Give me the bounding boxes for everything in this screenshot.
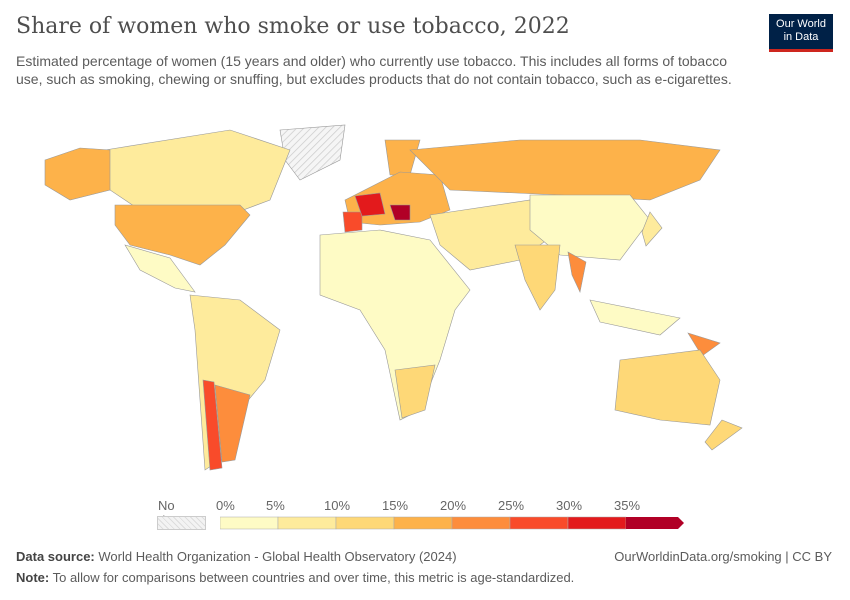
- region-france[interactable]: [354, 192, 386, 217]
- legend-bin-2[interactable]: [335, 516, 395, 530]
- region-india[interactable]: [514, 244, 561, 311]
- legend-tick: 0%: [216, 498, 235, 513]
- region-africa[interactable]: [319, 229, 471, 421]
- region-southern-africa[interactable]: [394, 364, 436, 419]
- region-central-america[interactable]: [124, 244, 196, 293]
- legend-bin-0[interactable]: [220, 516, 279, 530]
- region-argentina[interactable]: [214, 384, 251, 463]
- world-map[interactable]: [0, 120, 850, 490]
- region-canada[interactable]: [104, 129, 291, 216]
- data-source: Data source: World Health Organization -…: [16, 549, 457, 564]
- region-russia[interactable]: [409, 139, 721, 201]
- region-japan[interactable]: [641, 211, 663, 247]
- region-greenland[interactable]: [279, 124, 346, 181]
- logo-line2: in Data: [783, 31, 819, 43]
- legend-bin-6[interactable]: [567, 516, 627, 530]
- note-label: Note:: [16, 570, 50, 585]
- note-text: To allow for comparisons between countri…: [52, 570, 575, 585]
- legend-tick: 10%: [324, 498, 351, 513]
- logo-line1: Our World: [776, 18, 826, 30]
- region-balkans[interactable]: [389, 204, 411, 221]
- source-url[interactable]: OurWorldinData.org/smoking | CC BY: [614, 549, 832, 564]
- legend-tick: 20%: [440, 498, 467, 513]
- legend-tick: 5%: [266, 498, 285, 513]
- region-australia[interactable]: [614, 349, 721, 426]
- legend-bin-7[interactable]: [626, 517, 684, 529]
- region-myanmar[interactable]: [567, 251, 587, 293]
- legend-bin-5[interactable]: [509, 516, 569, 530]
- region-alaska[interactable]: [44, 147, 111, 201]
- region-png[interactable]: [687, 332, 721, 357]
- region-spain[interactable]: [342, 211, 363, 233]
- legend-color-bar: [220, 516, 684, 530]
- region-new-zealand[interactable]: [704, 419, 743, 451]
- legend-tick: 35%: [614, 498, 641, 513]
- region-chile[interactable]: [202, 379, 223, 471]
- region-southeast-asia[interactable]: [589, 299, 681, 336]
- chart-title: Share of women who smoke or use tobacco,…: [16, 14, 570, 39]
- note: Note: To allow for comparisons between c…: [16, 570, 574, 585]
- legend-bin-1[interactable]: [277, 516, 337, 530]
- region-usa[interactable]: [114, 204, 251, 266]
- region-scandinavia[interactable]: [384, 139, 421, 176]
- legend-tick: 30%: [556, 498, 583, 513]
- source-text[interactable]: World Health Organization - Global Healt…: [98, 549, 457, 564]
- legend-tick: 25%: [498, 498, 525, 513]
- legend-tick: 15%: [382, 498, 409, 513]
- legend-bin-4[interactable]: [451, 516, 511, 530]
- legend-no-data-swatch: [157, 516, 206, 530]
- source-label: Data source:: [16, 549, 95, 564]
- chart-subtitle: Estimated percentage of women (15 years …: [16, 53, 732, 87]
- legend-bin-3[interactable]: [393, 516, 453, 530]
- region-china[interactable]: [529, 194, 651, 261]
- owid-logo[interactable]: Our World in Data: [769, 14, 833, 52]
